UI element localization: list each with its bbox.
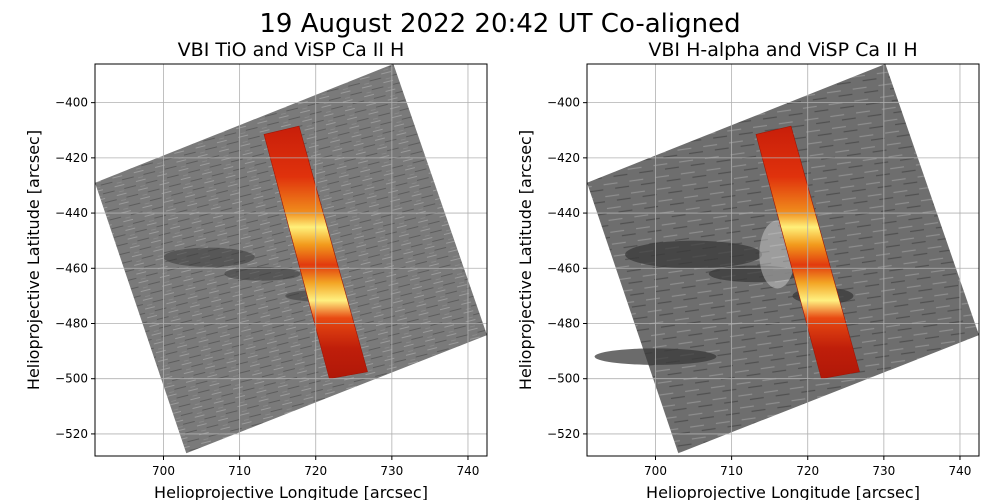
panel-vbi-tio: 700 710 720 730 740 −520 −500 −480 −460 −440 −420 −… [24, 39, 488, 500]
plot-area [587, 64, 979, 454]
x-axis-label: Helioprojective Longitude [arcsec] [154, 483, 428, 500]
x-tick-label: 720 [796, 464, 819, 478]
y-tick-label: −440 [547, 206, 580, 220]
y-tick-label: −500 [547, 372, 580, 386]
figure-suptitle: 19 August 2022 20:42 UT Co-aligned [259, 9, 740, 39]
x-tick-label: 700 [152, 464, 175, 478]
y-tick-label: −400 [55, 96, 88, 110]
y-tick-label: −480 [547, 316, 580, 330]
x-tick-label: 700 [644, 464, 667, 478]
x-tick-label: 740 [949, 464, 972, 478]
dark-feature [224, 266, 301, 281]
y-tick-label: −520 [547, 427, 580, 441]
x-tick-label: 710 [720, 464, 743, 478]
y-tick-label: −460 [55, 261, 88, 275]
panel-vbi-halpha: 700 710 720 730 740 −520 −500 −480 −460 −440 −420 −… [516, 39, 980, 500]
y-tick-label: −500 [55, 372, 88, 386]
y-tick-label: −460 [547, 261, 580, 275]
axes-frame [94, 63, 488, 457]
dark-feature [625, 240, 763, 269]
y-tick-label: −520 [55, 427, 88, 441]
y-tick-label: −400 [547, 96, 580, 110]
y-tick-label: −480 [55, 316, 88, 330]
x-tick-label: 730 [380, 464, 403, 478]
y-tick-label: −420 [547, 151, 580, 165]
x-axis-label: Helioprojective Longitude [arcsec] [646, 483, 920, 500]
x-tick-label: 720 [304, 464, 327, 478]
y-axis-label: Helioprojective Latitude [arcsec] [516, 130, 535, 390]
panel-title: VBI TiO and ViSP Ca II H [178, 39, 405, 61]
background-image [95, 64, 487, 454]
x-tick-label: 710 [228, 464, 251, 478]
plot-area [95, 64, 487, 454]
panel-title: VBI H-alpha and ViSP Ca II H [648, 39, 917, 61]
y-axis-label: Helioprojective Latitude [arcsec] [24, 130, 43, 390]
dark-feature [163, 247, 255, 267]
x-tick-label: 730 [872, 464, 895, 478]
y-tick-label: −440 [55, 206, 88, 220]
axes-frame [586, 63, 980, 457]
x-tick-label: 740 [457, 464, 480, 478]
y-tick-label: −420 [55, 151, 88, 165]
